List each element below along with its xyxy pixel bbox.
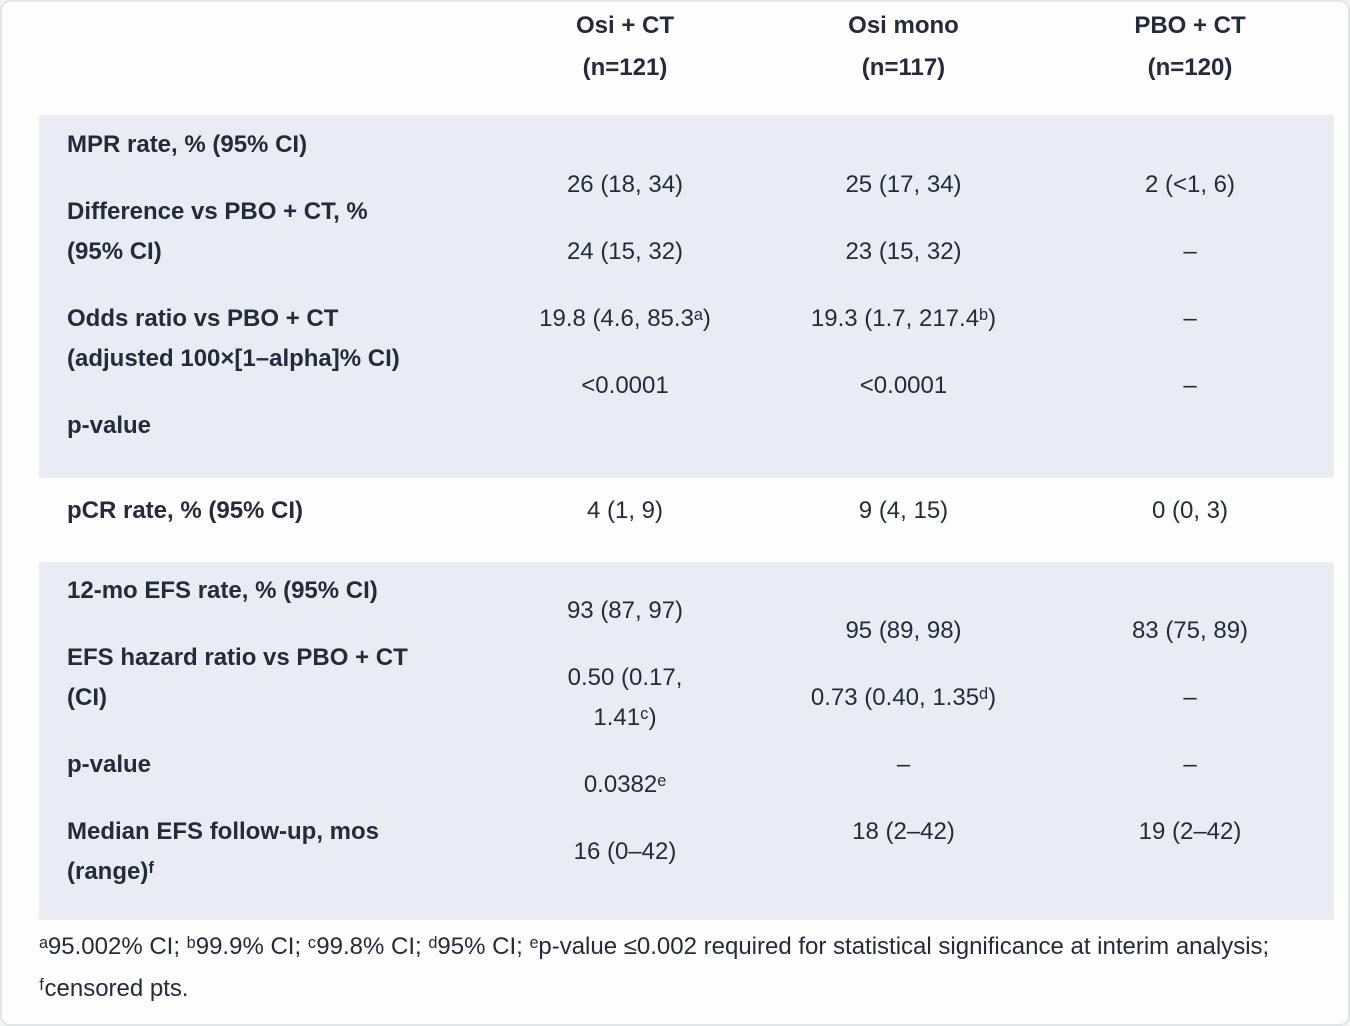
pcr-value-osi-mono: 9 (4, 15) xyxy=(858,497,949,524)
column-header-pbo-ct: PBO + CT (n=120) xyxy=(1046,5,1334,115)
row-label-odds-ratio: Odds ratio vs PBO + CT (adjusted 100×[1–… xyxy=(67,305,400,372)
column-header-n: (n=121) xyxy=(582,54,668,81)
column-header-n: (n=120) xyxy=(1147,54,1233,81)
efs-values-pbo-ct: 83 (75, 89) – – 19 (2–42) xyxy=(1046,562,1334,920)
table-header-row: Osi + CT (n=121) Osi mono (n=117) PBO + … xyxy=(39,2,1334,115)
column-header-osi-ct: Osi + CT (n=121) xyxy=(489,5,761,115)
column-header-name: PBO + CT xyxy=(1134,12,1246,39)
table-value: 24 (15, 32) xyxy=(566,238,684,265)
table-value: – xyxy=(1183,305,1197,332)
table-value: – xyxy=(1183,684,1197,711)
pcr-value-pbo-ct: 0 (0, 3) xyxy=(1151,497,1229,524)
table-value: <0.0001 xyxy=(581,372,669,399)
efs-values-osi-mono: 95 (89, 98) 0.73 (0.40, 1.35ᵈ) – 18 (2–4… xyxy=(761,562,1046,920)
table-value: 95 (89, 98) xyxy=(845,617,962,644)
efs-section: 12-mo EFS rate, % (95% CI) EFS hazard ra… xyxy=(39,562,1334,920)
efs-values-osi-ct: 93 (87, 97) 0.50 (0.17, 1.41ᶜ) 0.0382ᵉ 1… xyxy=(489,562,761,920)
table-value: 93 (87, 97) xyxy=(566,597,684,624)
table-value: 16 (0–42) xyxy=(573,838,677,865)
table-value: 26 (18, 34) xyxy=(566,171,684,198)
table-value: – xyxy=(896,751,911,778)
column-header-name: Osi + CT xyxy=(575,12,675,39)
mpr-section-row-labels: MPR rate, % (95% CI) Difference vs PBO +… xyxy=(39,115,489,478)
pcr-row: pCR rate, % (95% CI) 4 (1, 9) 9 (4, 15) … xyxy=(39,478,1334,562)
table-value: 83 (75, 89) xyxy=(1131,617,1249,644)
outcomes-table: Osi + CT (n=121) Osi mono (n=117) PBO + … xyxy=(39,2,1334,920)
table-footnotes: ᵃ95.002% CI; ᵇ99.9% CI; ᶜ99.8% CI; ᵈ95% … xyxy=(39,933,1270,1002)
table-value: – xyxy=(1183,751,1197,778)
table-value: 23 (15, 32) xyxy=(845,238,962,265)
row-label-p-value: p-value xyxy=(67,751,152,778)
table-value: <0.0001 xyxy=(859,372,948,399)
table-value: 18 (2–42) xyxy=(852,818,955,845)
table-value: 2 (<1, 6) xyxy=(1144,171,1236,198)
table-value: 19.8 (4.6, 85.3ᵃ) xyxy=(539,305,711,332)
table-value: 25 (17, 34) xyxy=(845,171,962,198)
table-value: 19 (2–42) xyxy=(1138,818,1242,845)
table-value: – xyxy=(1183,238,1197,265)
row-label-mpr-rate: MPR rate, % (95% CI) xyxy=(67,131,308,158)
row-label-efs-hazard-ratio: EFS hazard ratio vs PBO + CT (CI) xyxy=(67,644,408,711)
mpr-values-osi-mono: 25 (17, 34) 23 (15, 32) 19.3 (1.7, 217.4… xyxy=(761,115,1046,478)
table-value: 0.50 (0.17, 1.41ᶜ) xyxy=(567,664,683,731)
header-spacer xyxy=(39,5,489,115)
row-label-p-value: p-value xyxy=(67,412,152,439)
column-header-name: Osi mono xyxy=(848,12,959,39)
pcr-value-osi-ct: 4 (1, 9) xyxy=(586,497,664,524)
row-label-12mo-efs-rate: 12-mo EFS rate, % (95% CI) xyxy=(67,577,378,604)
mpr-section: MPR rate, % (95% CI) Difference vs PBO +… xyxy=(39,115,1334,478)
row-label-median-efs-followup: Median EFS follow-up, mos (range)ᶠ xyxy=(67,818,379,885)
table-value: 0.73 (0.40, 1.35ᵈ) xyxy=(810,684,997,711)
column-header-n: (n=117) xyxy=(861,54,946,81)
mpr-values-osi-ct: 26 (18, 34) 24 (15, 32) 19.8 (4.6, 85.3ᵃ… xyxy=(489,115,761,478)
mpr-values-pbo-ct: 2 (<1, 6) – – – xyxy=(1046,115,1334,478)
table-value: – xyxy=(1183,372,1197,399)
table-value: 0.0382ᵉ xyxy=(583,771,667,798)
column-header-osi-mono: Osi mono (n=117) xyxy=(761,5,1046,115)
efs-section-row-labels: 12-mo EFS rate, % (95% CI) EFS hazard ra… xyxy=(39,562,489,920)
row-label-pcr-rate: pCR rate, % (95% CI) xyxy=(67,497,304,524)
row-label-difference-vs-pbo: Difference vs PBO + CT, % (95% CI) xyxy=(67,198,368,265)
table-value: 19.3 (1.7, 217.4ᵇ) xyxy=(810,305,997,332)
